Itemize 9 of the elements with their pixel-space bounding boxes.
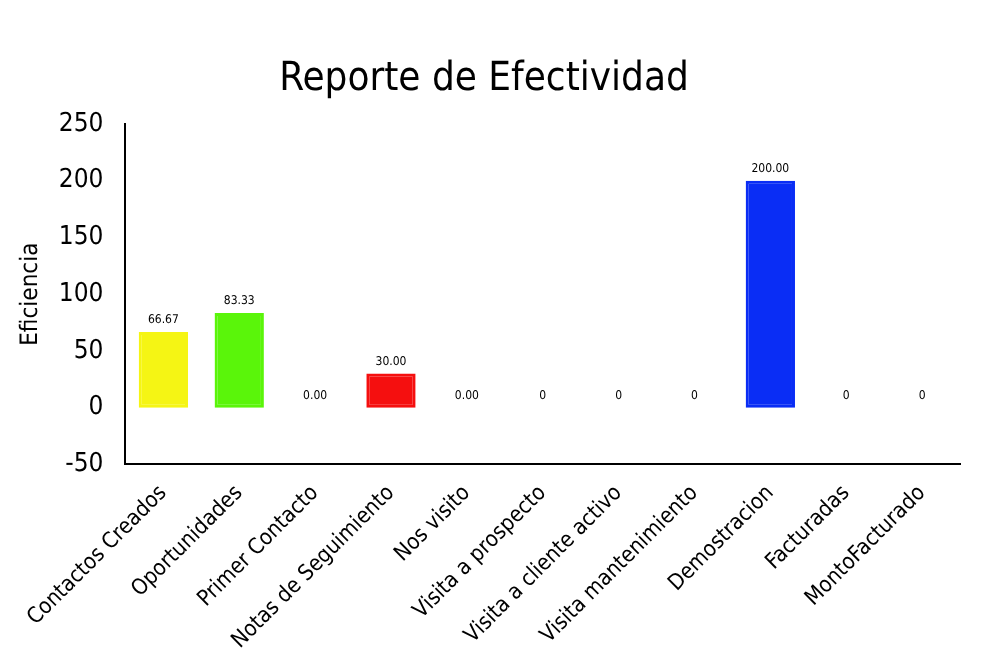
chart-title: Reporte de Efectividad bbox=[279, 52, 689, 101]
y-tick-label: -50 bbox=[65, 449, 104, 480]
y-axis-title: Eficiencia bbox=[14, 242, 43, 346]
y-tick-label: 100 bbox=[58, 278, 104, 309]
y-tick-label: 0 bbox=[88, 392, 104, 423]
y-tick-label: 150 bbox=[58, 222, 104, 253]
y-tick-label: 250 bbox=[58, 108, 104, 139]
y-tick-label: 200 bbox=[58, 165, 104, 196]
y-tick-label: 50 bbox=[73, 335, 104, 366]
